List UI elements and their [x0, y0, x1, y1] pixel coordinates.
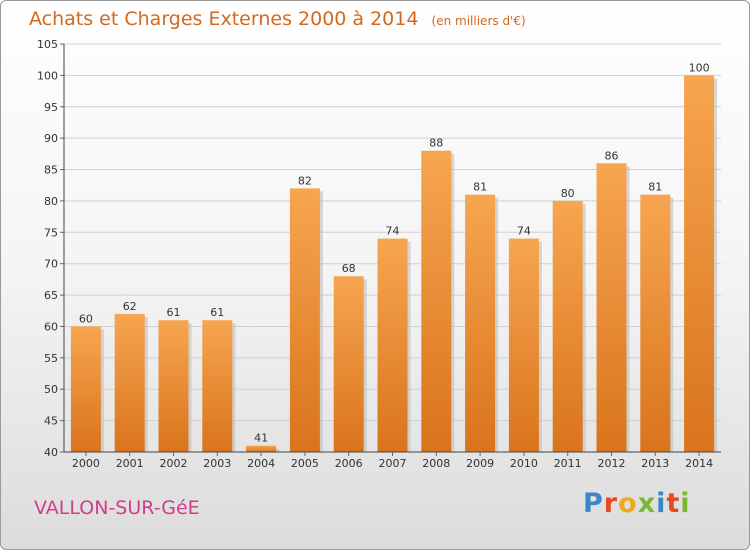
bar — [377, 238, 408, 452]
chart-title: Achats et Charges Externes 2000 à 2014 — [29, 8, 419, 30]
x-tick-label: 2013 — [641, 457, 669, 470]
data-label: 81 — [473, 181, 487, 194]
proxiti-logo: Proxiti — [583, 488, 691, 519]
x-tick-label: 2007 — [379, 457, 407, 470]
data-label: 81 — [648, 181, 662, 194]
bar — [158, 320, 189, 452]
bar — [421, 150, 452, 452]
y-tick-label: 60 — [44, 320, 58, 333]
y-tick-label: 90 — [44, 132, 58, 145]
x-tick-label: 2003 — [203, 457, 231, 470]
y-tick-label: 55 — [44, 352, 58, 365]
data-label: 74 — [386, 225, 400, 238]
x-tick-label: 2002 — [160, 457, 188, 470]
x-tick-label: 2011 — [554, 457, 582, 470]
bars: 60 62 61 61 41 82 68 74 88 81 74 80 86 81 100 — [70, 61, 718, 452]
x-tick-label: 2014 — [685, 457, 713, 470]
bar — [114, 313, 145, 452]
logo-letter: i — [680, 488, 691, 519]
bar — [202, 320, 233, 452]
place-name: VALLON-SUR-GéE — [34, 497, 200, 519]
y-tick-label: 50 — [44, 383, 58, 396]
y-tick-label: 100 — [37, 69, 58, 82]
bar — [70, 326, 101, 452]
y-tick-label: 40 — [44, 446, 58, 459]
logo-letter: r — [603, 488, 619, 519]
y-tick-label: 80 — [44, 195, 58, 208]
bar — [246, 445, 277, 452]
y-tick-label: 65 — [44, 289, 58, 302]
axes: 40 45 50 55 60 65 70 75 80 85 90 95 100 105 2000 2001 20… — [37, 38, 721, 470]
x-tick-label: 2005 — [291, 457, 319, 470]
y-tick-label: 85 — [44, 164, 58, 177]
data-label: 62 — [123, 300, 137, 313]
logo-letter: x — [637, 488, 657, 519]
data-label: 80 — [561, 187, 575, 200]
y-tick-label: 95 — [44, 101, 58, 114]
title-row: Achats et Charges Externes 2000 à 2014 (… — [29, 8, 526, 30]
y-tick-label: 70 — [44, 258, 58, 271]
data-label: 74 — [517, 225, 531, 238]
bar — [465, 194, 496, 452]
bar — [289, 188, 320, 452]
bar — [333, 276, 364, 452]
logo-letter: o — [618, 488, 638, 519]
data-label: 86 — [605, 149, 619, 162]
data-label: 88 — [429, 137, 443, 150]
y-tick-label: 45 — [44, 415, 58, 428]
bar — [552, 200, 583, 452]
y-tick-label: 75 — [44, 226, 58, 239]
x-tick-label: 2012 — [598, 457, 626, 470]
data-label: 61 — [210, 306, 224, 319]
data-label: 100 — [689, 61, 710, 74]
chart-unit: (en milliers d'€) — [431, 14, 526, 28]
bar — [684, 75, 715, 452]
data-label: 68 — [342, 262, 356, 275]
x-tick-label: 2000 — [72, 457, 100, 470]
logo-letter: i — [656, 488, 667, 519]
bar — [508, 238, 539, 452]
x-tick-label: 2004 — [247, 457, 275, 470]
x-tick-label: 2006 — [335, 457, 363, 470]
bar — [596, 163, 627, 452]
logo-letter: t — [666, 488, 681, 519]
x-tick-label: 2001 — [116, 457, 144, 470]
y-tick-label: 105 — [37, 38, 58, 51]
bar — [640, 194, 671, 452]
data-label: 41 — [254, 432, 268, 445]
x-tick-label: 2008 — [422, 457, 450, 470]
logo-letter: P — [583, 488, 604, 519]
data-label: 60 — [79, 312, 93, 325]
data-label: 61 — [167, 306, 181, 319]
x-tick-label: 2009 — [466, 457, 494, 470]
x-tick-label: 2010 — [510, 457, 538, 470]
data-label: 82 — [298, 174, 312, 187]
